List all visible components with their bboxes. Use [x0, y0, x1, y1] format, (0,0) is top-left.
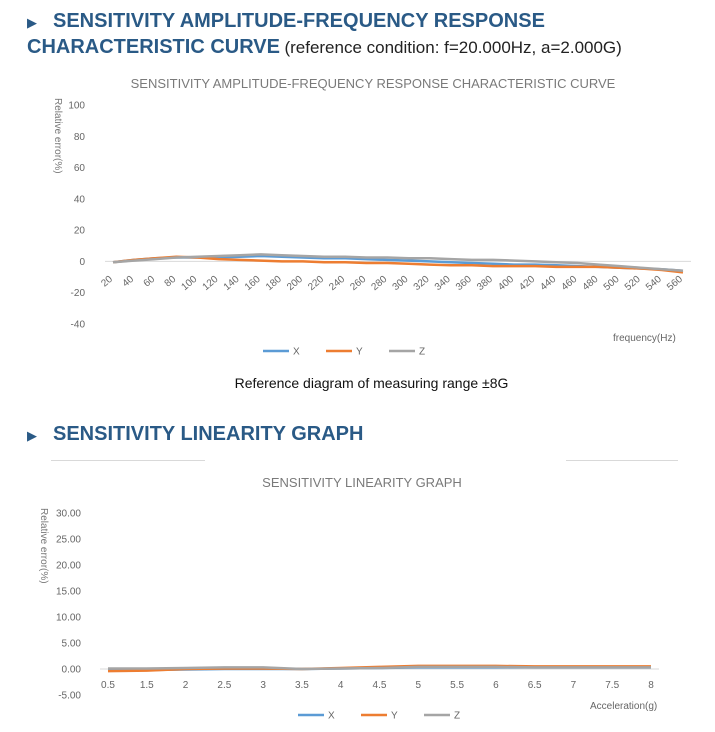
chart1-y-tick-label: 40	[74, 194, 86, 205]
reference-condition: (reference condition: f=20.000Hz, a=2.00…	[284, 38, 622, 57]
chart1-y-tick-label: 80	[74, 132, 86, 143]
chart2-x-tick-label: 3.5	[295, 680, 309, 691]
chart2-x-tick-label: 6	[493, 680, 499, 691]
section-title-line2-row: CHARACTERISTIC CURVE (reference conditio…	[27, 36, 622, 59]
chart2-x-tick-label: 3	[260, 680, 266, 691]
chart1-series-line-y	[112, 255, 684, 274]
chart1-legend-label-z: Z	[419, 347, 425, 358]
chart2-x-tick-label: 2	[183, 680, 189, 691]
chart2-x-axis-label: Acceleration(g)	[590, 701, 658, 712]
chart1-y-tick-label: 100	[68, 101, 85, 112]
divider-left	[51, 460, 205, 461]
chart2-x-tick-label: 0.5	[101, 680, 115, 691]
divider-right	[566, 460, 678, 461]
chart1-y-tick-label: 60	[74, 163, 86, 174]
chart2-y-tick-label: 25.00	[56, 535, 81, 546]
chart2-x-tick-label: 1.5	[140, 680, 154, 691]
section-title-line1: SENSITIVITY AMPLITUDE-FREQUENCY RESPONSE	[53, 10, 545, 32]
chart1-x-axis-label: frequency(Hz)	[613, 333, 676, 344]
section2-title: SENSITIVITY LINEARITY GRAPH	[53, 423, 364, 445]
chart2-x-tick-label: 4	[338, 680, 344, 691]
section2-arrow-icon: ▶	[27, 428, 37, 443]
chart2-x-tick-label: 4.5	[373, 680, 387, 691]
chart1-legend-label-x: X	[293, 347, 300, 358]
chart1-series-line-z	[112, 253, 684, 273]
chart2-x-tick-label: 7	[571, 680, 577, 691]
chart2-x-tick-label: 7.5	[605, 680, 619, 691]
chart1-title: SENSITIVITY AMPLITUDE-FREQUENCY RESPONSE…	[130, 76, 616, 91]
chart2-y-tick-label: 20.00	[56, 561, 81, 572]
chart2-y-tick-label: 15.00	[56, 587, 81, 598]
chart1-y-tick-label: 0	[79, 257, 85, 268]
chart2-title: SENSITIVITY LINEARITY GRAPH	[262, 475, 462, 490]
chart1-y-tick-label: -20	[71, 288, 86, 299]
chart2-legend-label-x: X	[328, 711, 335, 722]
chart1-y-axis-label: Relative error(%)	[52, 98, 63, 174]
chart1-y-tick-label: -40	[71, 320, 86, 331]
section-title-line2: CHARACTERISTIC CURVE	[27, 36, 280, 58]
chart2-y-tick-label: -5.00	[58, 691, 81, 702]
chart2-series-line-z	[108, 665, 651, 671]
chart2-y-tick-label: 30.00	[56, 509, 81, 520]
chart2-x-tick-label: 5	[416, 680, 422, 691]
chart2-x-tick-label: 8	[648, 680, 654, 691]
chart2-y-tick-label: 0.00	[62, 665, 82, 676]
chart2-y-tick-label: 10.00	[56, 613, 81, 624]
section-arrow-icon: ▶	[27, 15, 37, 30]
chart1-legend-label-y: Y	[356, 347, 363, 358]
chart2-x-tick-label: 2.5	[217, 680, 231, 691]
chart1-y-tick-label: 20	[74, 226, 86, 237]
chart2-legend-label-z: Z	[454, 711, 460, 722]
chart1-caption: Reference diagram of measuring range ±8G	[234, 375, 509, 391]
chart2-y-tick-label: 5.00	[62, 639, 82, 650]
chart2-x-tick-label: 6.5	[528, 680, 542, 691]
chart2-y-axis-label: Relative error(%)	[38, 508, 49, 584]
chart2-x-tick-label: 5.5	[450, 680, 464, 691]
chart2-legend-label-y: Y	[391, 711, 398, 722]
